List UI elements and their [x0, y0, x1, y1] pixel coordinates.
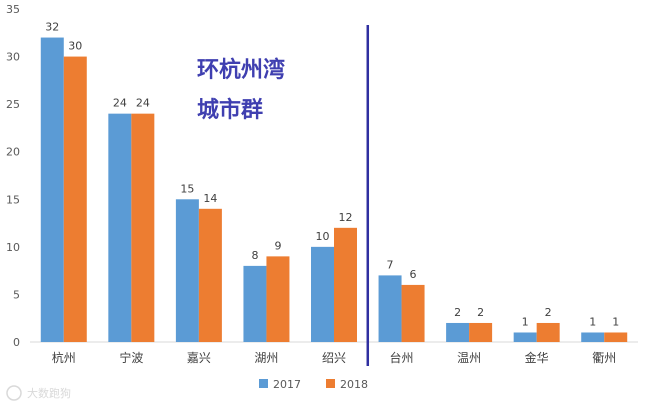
bar-2018-1	[131, 113, 155, 343]
data-label: 1	[589, 315, 596, 328]
annotation-text: 城市群	[197, 97, 263, 123]
bar-2017-7	[513, 332, 537, 342]
y-tick-label: 5	[13, 288, 20, 301]
data-label: 24	[136, 97, 150, 110]
y-tick-label: 30	[6, 51, 20, 64]
data-label: 2	[477, 306, 484, 319]
bar-2018-3	[266, 256, 290, 342]
bar-2017-4	[311, 246, 334, 342]
category-label: 绍兴	[322, 351, 346, 365]
data-label: 12	[339, 211, 353, 224]
data-label: 30	[68, 40, 82, 53]
data-label: 9	[274, 239, 281, 252]
y-tick-label: 0	[13, 336, 20, 349]
y-tick-label: 25	[6, 98, 20, 111]
category-label: 杭州	[52, 350, 76, 365]
data-label: 32	[45, 21, 59, 34]
bar-2017-2	[175, 199, 199, 342]
data-label: 2	[545, 306, 552, 319]
data-label: 1	[522, 315, 529, 328]
data-label: 2	[454, 306, 461, 319]
bar-2017-1	[108, 113, 132, 343]
data-label: 24	[113, 97, 127, 110]
bar-2017-8	[581, 332, 605, 342]
annotation-text: 环杭州湾	[197, 57, 285, 83]
legend-swatch	[326, 379, 335, 388]
data-label: 1	[612, 315, 619, 328]
bar-2018-7	[536, 322, 560, 342]
data-label: 7	[387, 258, 394, 271]
watermark-text: 大数跑狗	[27, 386, 71, 400]
y-tick-label: 10	[6, 241, 20, 254]
legend-label: 2017	[273, 378, 301, 391]
y-tick-label: 35	[6, 3, 20, 16]
bar-2017-3	[243, 265, 267, 342]
bar-2018-2	[198, 208, 222, 342]
y-tick-label: 15	[6, 193, 20, 206]
watermark-icon	[6, 385, 22, 401]
bar-2018-0	[63, 56, 87, 342]
y-tick-label: 20	[6, 146, 20, 159]
bar-2017-6	[446, 322, 470, 342]
bar-2017-5	[378, 275, 402, 342]
bar-2017-0	[40, 37, 64, 343]
data-label: 6	[410, 268, 417, 281]
category-label: 湖州	[254, 350, 278, 365]
category-label: 嘉兴	[187, 351, 211, 365]
category-label: 宁波	[119, 350, 143, 365]
bar-2018-8	[604, 332, 628, 342]
category-label: 台州	[390, 350, 414, 365]
category-label: 衢州	[592, 351, 616, 365]
bar-2018-6	[469, 322, 493, 342]
data-label: 10	[316, 230, 330, 243]
data-label: 15	[180, 182, 194, 195]
bar-2018-5	[401, 284, 425, 342]
legend-label: 2018	[340, 378, 368, 391]
data-label: 8	[251, 249, 258, 262]
category-label: 金华	[525, 350, 549, 365]
legend-swatch	[259, 379, 268, 388]
data-label: 14	[203, 192, 217, 205]
category-label: 温州	[457, 351, 481, 365]
bar-2018-4	[334, 227, 357, 342]
